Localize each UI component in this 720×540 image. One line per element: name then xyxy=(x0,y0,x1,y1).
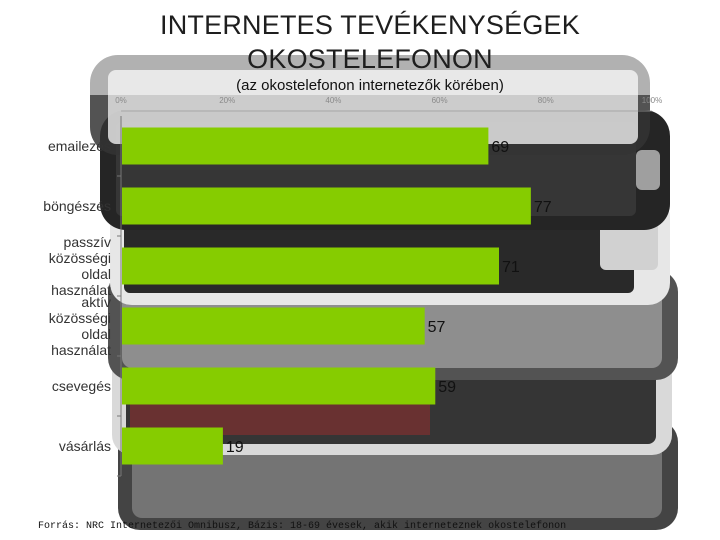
bar xyxy=(122,187,531,225)
category-label: böngészés xyxy=(43,198,111,214)
x-tick-label: 40% xyxy=(325,96,341,105)
phone-stack xyxy=(90,55,678,530)
category-label: passzív közösségi oldal használat xyxy=(49,234,111,298)
x-axis-ticks: 0% 20% 40% 60% 80% 100% xyxy=(115,96,662,112)
data-label: 77 xyxy=(534,199,552,216)
category-label: csevegés xyxy=(52,378,111,394)
category-label: aktív közösségi oldal használat xyxy=(49,294,111,358)
category-label: emailezés xyxy=(48,138,111,154)
x-tick-label: 100% xyxy=(642,96,662,105)
x-tick-label: 0% xyxy=(115,96,127,105)
category-labels: 69 emailezés 77 böngészés 71 passzív közösségi… xyxy=(43,138,552,477)
x-tick-label: 60% xyxy=(432,96,448,105)
bars xyxy=(122,127,531,465)
data-label: 59 xyxy=(438,379,456,396)
x-tick-label: 20% xyxy=(219,96,235,105)
bar xyxy=(122,367,436,405)
data-label: 69 xyxy=(491,139,509,156)
bar xyxy=(122,307,425,345)
data-label: 19 xyxy=(226,439,244,456)
source-note: Forrás: NRC Internetezői Omnibusz, Bázis… xyxy=(38,521,567,532)
category-label: vásárlás xyxy=(59,438,111,454)
chart-subtitle: (az okostelefonon internetezők körében) xyxy=(236,77,504,94)
data-label: 57 xyxy=(428,319,446,336)
bar xyxy=(122,247,500,285)
bar xyxy=(122,127,489,165)
data-label: 71 xyxy=(502,259,520,276)
bar xyxy=(122,427,223,465)
x-tick-label: 80% xyxy=(538,96,554,105)
chart-title: INTERNETES TEVÉKENYSÉGEK OKOSTELEFONON xyxy=(160,10,580,74)
